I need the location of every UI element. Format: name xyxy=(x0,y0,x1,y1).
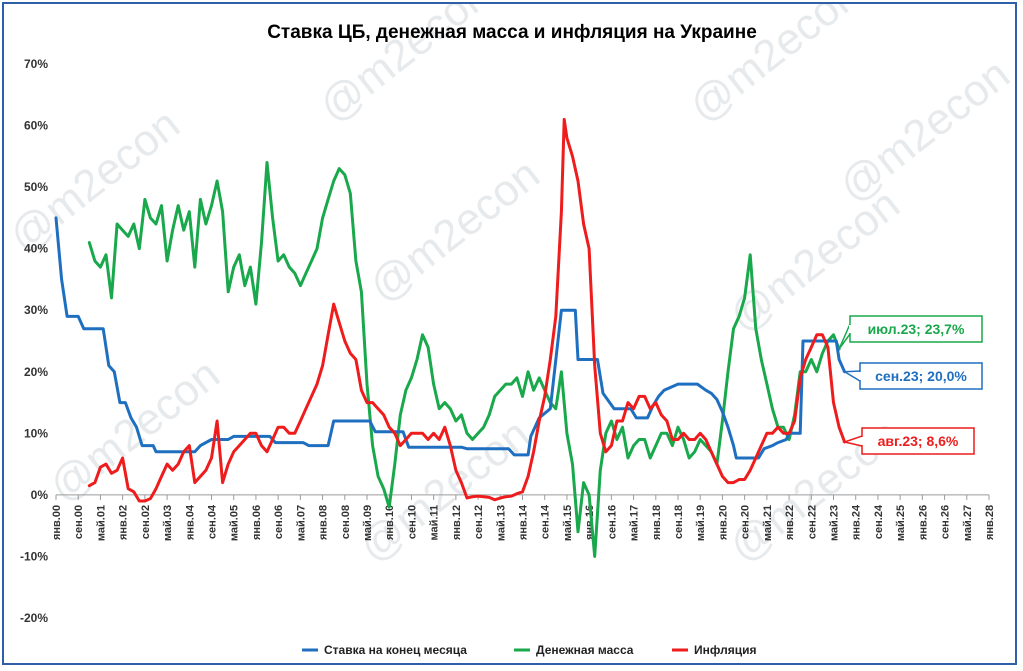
x-axis: янв.00 сен.00 май.01 янв.02 сен.02 май.03 янв.… xyxy=(51,494,996,541)
x-tick-label: янв.12 xyxy=(451,505,463,540)
x-tick-label: янв.04 xyxy=(184,504,196,540)
callout-box xyxy=(861,427,975,455)
x-tick-label: май.01 xyxy=(95,505,107,541)
x-tick-label: янв.26 xyxy=(917,505,929,540)
watermark-text: @m2econ xyxy=(830,49,1015,211)
x-tick-label: сен.20 xyxy=(740,505,752,539)
x-tick-label: янв.22 xyxy=(784,505,796,540)
callout-box xyxy=(849,315,983,343)
x-tick-label: сен.04 xyxy=(207,504,219,539)
x-tick-label: сен.12 xyxy=(473,505,485,539)
y-tick-label: 60% xyxy=(24,119,48,133)
chart-title: Ставка ЦБ, денежная масса и инфляция на … xyxy=(267,22,757,43)
x-tick-label: янв.10 xyxy=(384,505,396,540)
y-axis: -20% -10% 0% 10% 20% 30% 40% 50% 60% 70% xyxy=(20,57,48,625)
x-tick-label: сен.22 xyxy=(806,505,818,539)
y-tick-label: 50% xyxy=(24,180,48,194)
y-tick-label: 40% xyxy=(24,242,48,256)
x-tick-label: сен.00 xyxy=(73,505,85,539)
legend-label: Инфляция xyxy=(694,643,756,657)
x-tick-label: май.25 xyxy=(895,505,907,541)
x-tick-label: май.19 xyxy=(695,505,707,541)
x-tick-label: янв.28 xyxy=(984,505,996,540)
x-tick-label: сен.14 xyxy=(540,504,552,539)
x-tick-label: янв.06 xyxy=(251,505,263,540)
x-tick-label: сен.16 xyxy=(606,505,618,539)
y-tick-label: 10% xyxy=(24,426,48,440)
watermark-text: @m2econ xyxy=(350,409,539,571)
y-tick-label: -20% xyxy=(20,611,48,625)
x-tick-label: янв.24 xyxy=(851,504,863,540)
x-tick-label: янв.20 xyxy=(717,505,729,540)
series-layer xyxy=(54,117,847,558)
callout-pointer xyxy=(838,323,851,350)
y-tick-label: 0% xyxy=(31,488,49,502)
series-line xyxy=(54,216,847,460)
callout-layer: июл.23; 23,7% сен.23; 20,0% авг.23; 8,6% xyxy=(838,315,983,455)
x-tick-label: янв.18 xyxy=(651,505,663,540)
callout-label: авг.23; 8,6% xyxy=(878,433,959,449)
y-tick-label: -10% xyxy=(20,549,48,563)
watermark-text: @m2econ xyxy=(40,349,229,511)
x-tick-label: сен.18 xyxy=(673,505,685,539)
y-tick-label: 70% xyxy=(24,57,48,71)
y-tick-label: 30% xyxy=(24,303,48,317)
x-tick-label: май.07 xyxy=(295,505,307,541)
chart-canvas: @m2econ @m2econ@m2econ @m2econ@m2econ@m2ec… xyxy=(4,4,1015,657)
x-tick-label: май.21 xyxy=(762,505,774,541)
x-tick-label: май.13 xyxy=(495,505,507,541)
watermark-text: @m2econ xyxy=(360,149,549,311)
callout-box xyxy=(859,362,983,390)
x-tick-label: май.03 xyxy=(162,505,174,541)
callout-pointer xyxy=(842,370,861,383)
series-line xyxy=(87,117,847,503)
x-tick-label: сен.26 xyxy=(940,505,952,539)
x-tick-label: янв.14 xyxy=(518,504,530,540)
x-tick-label: май.27 xyxy=(962,505,974,541)
legend-label: Ставка на конец месяца xyxy=(324,643,467,657)
x-tick-label: май.09 xyxy=(362,505,374,541)
x-tick-label: янв.00 xyxy=(51,505,63,540)
callout-label: сен.23; 20,0% xyxy=(875,368,967,384)
x-tick-label: май.11 xyxy=(429,505,441,541)
x-tick-label: май.23 xyxy=(829,505,841,541)
x-tick-label: янв.08 xyxy=(318,505,330,540)
y-tick-label: 20% xyxy=(24,365,48,379)
callout-label: июл.23; 23,7% xyxy=(868,321,965,337)
x-tick-label: сен.06 xyxy=(273,505,285,539)
x-tick-label: май.17 xyxy=(629,505,641,541)
x-tick-label: сен.08 xyxy=(340,505,352,539)
legend-label: Денежная масса xyxy=(536,643,634,657)
legend: Ставка на конец месяца Денежная масса Инфл… xyxy=(302,643,756,657)
x-tick-label: май.15 xyxy=(562,505,574,541)
x-tick-label: сен.02 xyxy=(140,505,152,539)
x-tick-label: май.05 xyxy=(229,505,241,541)
x-tick-label: сен.24 xyxy=(873,504,885,539)
x-tick-label: янв.02 xyxy=(118,505,130,540)
x-tick-label: сен.10 xyxy=(406,505,418,539)
